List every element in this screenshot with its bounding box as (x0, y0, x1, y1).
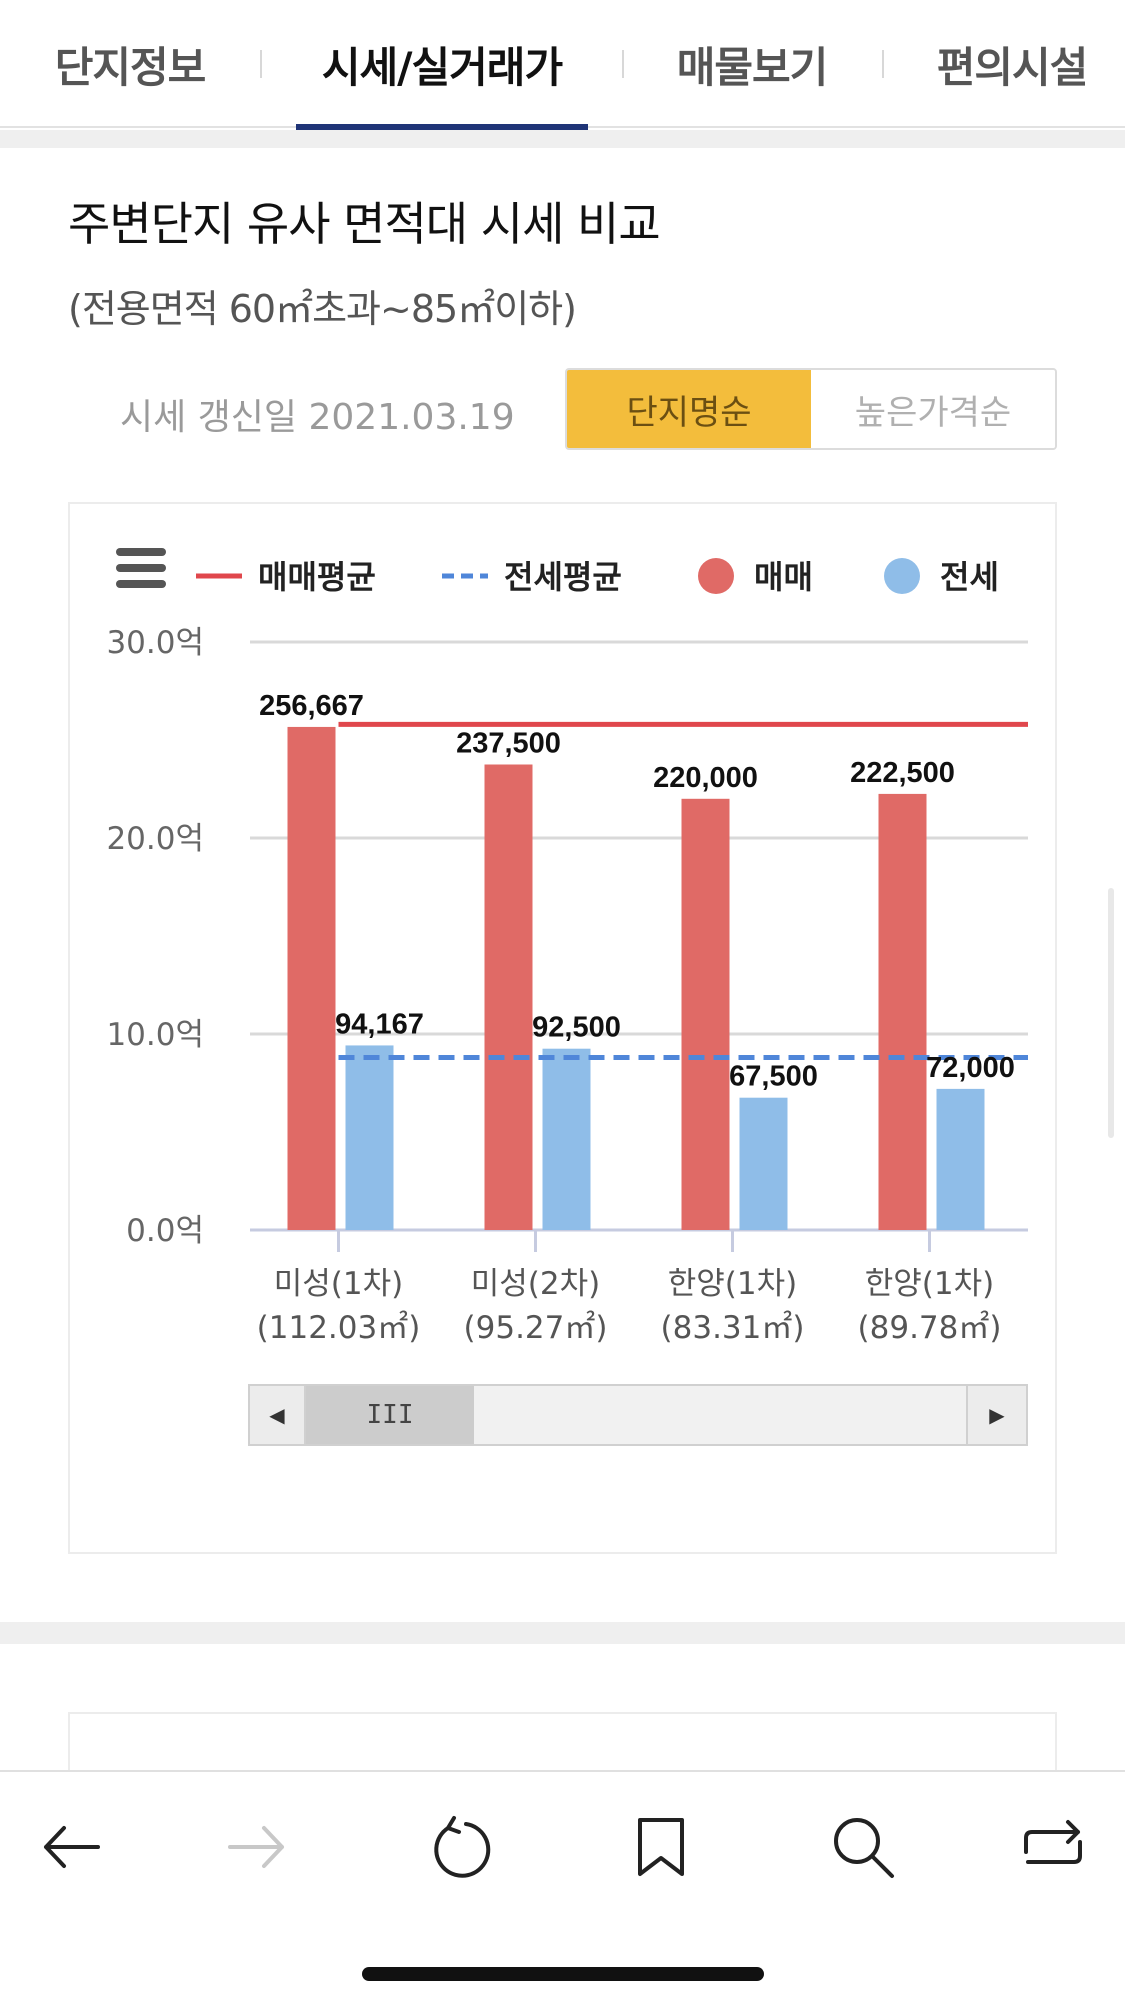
section-title: 주변단지 유사 면적대 시세 비교 (68, 197, 661, 251)
y-tick-label: 10.0억 (106, 1017, 204, 1053)
search-icon[interactable] (818, 1802, 908, 1892)
tab-amenities[interactable]: 편의시설 (912, 0, 1112, 128)
sale-value-label: 237,500 (456, 728, 561, 760)
active-tab-underline (296, 124, 588, 130)
lease-value-label: 94,167 (335, 1008, 424, 1040)
sale-value-label: 222,500 (850, 757, 955, 789)
update-date: 시세 갱신일 2021.03.19 (120, 397, 515, 438)
legend-sale[interactable]: 매매 (754, 558, 813, 596)
section-divider (0, 130, 1125, 148)
lease-bar[interactable] (739, 1097, 788, 1230)
tab-label: 시세/실거래가 (321, 42, 563, 92)
x-category-name: 한양(1차) (865, 1266, 994, 1302)
sale-bar[interactable] (878, 793, 927, 1230)
chart-menu-icon[interactable] (116, 548, 166, 588)
lease-value-label: 72,000 (926, 1052, 1015, 1084)
sort-by-name-button[interactable]: 단지명순 (567, 370, 811, 448)
chart-data-labels: 256,667 94,167 237,500 92,500 220,000 67,500 2… (259, 690, 1015, 1093)
x-category-area: (95.27㎡) (464, 1310, 608, 1346)
sale-value-label: 220,000 (653, 762, 758, 794)
y-tick-label: 20.0억 (106, 821, 204, 857)
x-category-area: (83.31㎡) (661, 1310, 805, 1346)
page-scroll-indicator (1108, 888, 1114, 1138)
sort-toggle: 단지명순 높은가격순 (565, 368, 1057, 450)
chart-y-axis: 0.0억 10.0억 20.0억 30.0억 (106, 625, 204, 1249)
section-subtitle: (전용면적 60㎡초과~85㎡이하) (68, 287, 577, 331)
y-tick-label: 30.0억 (106, 625, 204, 661)
section-divider (0, 1622, 1125, 1644)
chart-bars (287, 726, 985, 1231)
tab-label: 매물보기 (676, 42, 829, 92)
sale-bar[interactable] (681, 798, 730, 1230)
x-category-name: 미성(2차) (471, 1266, 600, 1302)
sale-bar[interactable] (287, 726, 336, 1230)
scroll-thumb[interactable]: III (306, 1386, 474, 1444)
y-tick-label: 0.0억 (126, 1213, 204, 1249)
lease-bar[interactable] (345, 1045, 394, 1230)
legend-lease[interactable]: 전세 (940, 558, 999, 596)
tab-complex-info[interactable]: 단지정보 (30, 0, 230, 128)
lease-bar[interactable] (542, 1048, 591, 1230)
scroll-left-button[interactable]: ◀ (250, 1386, 306, 1444)
chart-x-axis: 미성(1차) (112.03㎡) 미성(2차) (95.27㎡) 한양(1차) (83.3… (257, 1230, 1002, 1346)
lease-value-label: 67,500 (729, 1061, 818, 1093)
tab-divider (622, 50, 624, 78)
next-card (68, 1712, 1057, 1772)
chart-svg: 매매평균 전세평균 매매 전세 0.0억 10.0억 20.0억 30.0억 256,… (106, 548, 1028, 1346)
legend-sale-marker (698, 558, 734, 594)
chart-scrollbar[interactable]: ◀ III ▶ (248, 1384, 1028, 1446)
x-category-area: (89.78㎡) (858, 1310, 1002, 1346)
home-indicator (362, 1967, 764, 1981)
sale-value-label: 256,667 (259, 690, 364, 722)
tab-label: 편의시설 (936, 42, 1089, 92)
reload-icon[interactable] (416, 1802, 506, 1892)
scroll-right-button[interactable]: ▶ (966, 1386, 1026, 1444)
legend-lease-avg[interactable]: 전세평균 (504, 558, 622, 596)
chart-average-lines (338, 721, 1028, 1061)
tab-divider (882, 50, 884, 78)
tab-bar: 단지정보 시세/실거래가 매물보기 편의시설 (0, 0, 1125, 130)
tab-listings[interactable]: 매물보기 (652, 0, 852, 128)
chart-legend: 매매평균 전세평균 매매 전세 (196, 558, 999, 596)
forward-icon[interactable] (212, 1802, 302, 1892)
x-category-name: 미성(1차) (274, 1266, 403, 1302)
price-comparison-chart: 매매평균 전세평균 매매 전세 0.0억 10.0억 20.0억 30.0억 256,… (68, 502, 1057, 1554)
back-icon[interactable] (26, 1802, 116, 1892)
x-category-name: 한양(1차) (668, 1266, 797, 1302)
x-category-area: (112.03㎡) (257, 1310, 421, 1346)
tab-market-price[interactable]: 시세/실거래가 (296, 0, 588, 130)
browser-toolbar (0, 1770, 1125, 2004)
bookmark-icon[interactable] (616, 1802, 706, 1892)
legend-lease-marker (884, 558, 920, 594)
lease-value-label: 92,500 (532, 1012, 621, 1044)
share-icon[interactable] (1008, 1802, 1098, 1892)
legend-sale-avg[interactable]: 매매평균 (258, 558, 376, 596)
tab-label: 단지정보 (54, 42, 207, 92)
lease-bar[interactable] (936, 1088, 985, 1230)
sale-bar[interactable] (484, 764, 533, 1231)
sort-by-price-button[interactable]: 높은가격순 (811, 370, 1055, 448)
tab-divider (260, 50, 262, 78)
